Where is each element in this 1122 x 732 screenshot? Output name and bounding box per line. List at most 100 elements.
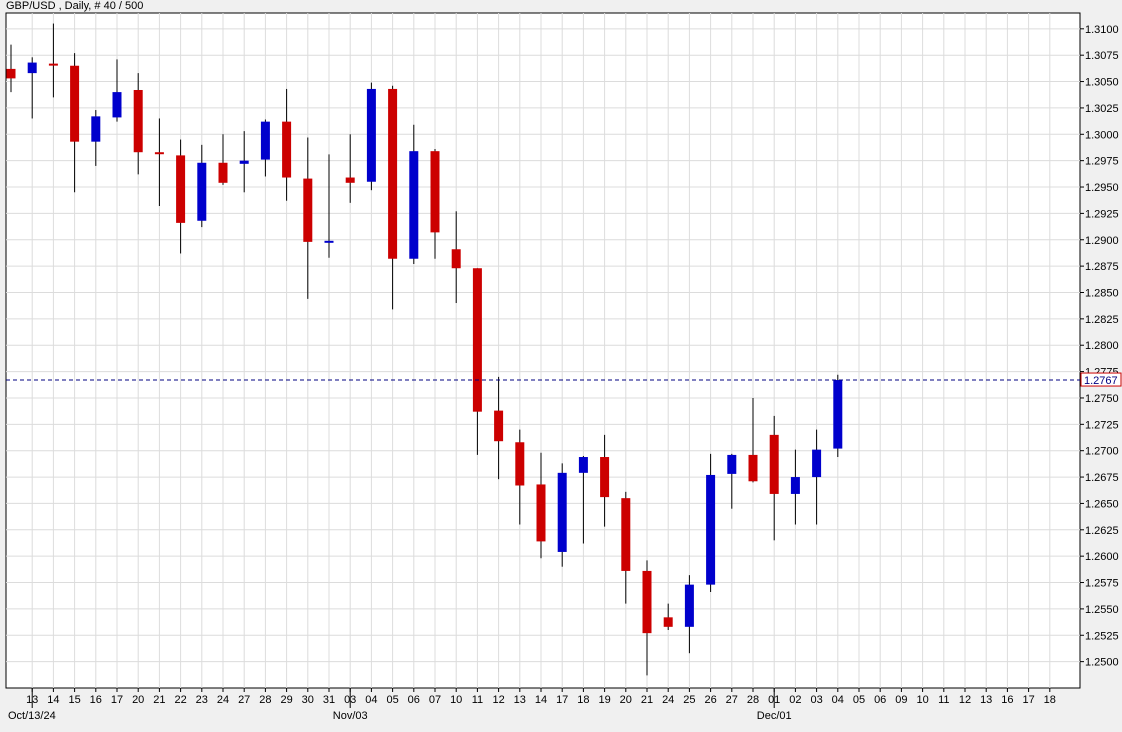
candle-bullish [324, 154, 334, 258]
x-tick-label: 23 [196, 694, 208, 706]
candle-bearish [494, 376, 504, 480]
candle-body [557, 472, 567, 552]
month-label: Nov/03 [333, 710, 368, 722]
candle-bullish [197, 144, 207, 228]
y-tick-label: 1.3050 [1085, 77, 1119, 89]
candle-bullish [578, 455, 588, 544]
y-tick-label: 1.2900 [1085, 235, 1119, 247]
candle-body [727, 454, 737, 474]
candle-body [260, 121, 270, 160]
x-tick-label: 18 [1044, 694, 1056, 706]
candle-body [578, 457, 588, 473]
candle-bullish [790, 449, 800, 525]
y-tick-label: 1.2975 [1085, 156, 1119, 168]
candle-bullish [112, 59, 122, 122]
candle-body [239, 160, 249, 164]
candle-bearish [769, 415, 779, 541]
candle-body [494, 410, 504, 442]
candle-body [218, 162, 228, 183]
candle-bearish [621, 491, 631, 604]
x-tick-label: 04 [365, 694, 377, 706]
candle-body [112, 92, 122, 118]
x-tick-label: 21 [153, 694, 165, 706]
x-tick-label: 20 [132, 694, 144, 706]
y-tick-label: 1.2600 [1085, 551, 1119, 563]
y-tick-label: 1.2550 [1085, 604, 1119, 616]
y-tick-label: 1.2700 [1085, 446, 1119, 458]
candle-body [600, 457, 610, 498]
candle-bearish [472, 268, 482, 455]
candle-bullish [706, 453, 716, 593]
x-tick-label: 17 [1022, 694, 1034, 706]
x-tick-label: 13 [980, 694, 992, 706]
y-tick-label: 1.2675 [1085, 472, 1119, 484]
x-tick-label: 15 [68, 694, 80, 706]
x-tick-label: 21 [641, 694, 653, 706]
candle-body [621, 498, 631, 571]
x-tick-label: 12 [492, 694, 504, 706]
y-tick-label: 1.2750 [1085, 393, 1119, 405]
candle-body [154, 152, 164, 155]
x-tick-label: 30 [302, 694, 314, 706]
candle-bullish [557, 463, 567, 567]
candle-body [282, 121, 292, 178]
month-label: Dec/01 [757, 710, 792, 722]
candle-body [303, 178, 313, 242]
y-tick-label: 1.2850 [1085, 287, 1119, 299]
y-tick-label: 1.2925 [1085, 208, 1119, 220]
candle-bearish [48, 23, 58, 98]
candle-bullish [27, 57, 37, 119]
x-tick-label: 27 [726, 694, 738, 706]
current-price-label: 1.2767 [1084, 375, 1118, 387]
x-tick-label: 16 [90, 694, 102, 706]
candle-bullish [260, 119, 270, 177]
candle-bullish [366, 82, 376, 191]
x-tick-label: 28 [747, 694, 759, 706]
candle-body [176, 155, 186, 223]
x-tick-label: 09 [895, 694, 907, 706]
x-tick-label: 17 [111, 694, 123, 706]
grid-lines [6, 13, 1080, 688]
candle-body [133, 89, 143, 153]
candle-body [706, 474, 716, 585]
candle-bearish [748, 397, 758, 483]
y-tick-label: 1.2525 [1085, 630, 1119, 642]
candle-body [833, 380, 843, 449]
price-axis: 1.2500 1.2525 1.2550 1.2575 1.2600 1.2625 1.26… [1080, 24, 1119, 669]
candle-bearish [133, 73, 143, 175]
candle-body [684, 584, 694, 627]
candle-bearish [176, 139, 186, 254]
x-tick-label: 22 [174, 694, 186, 706]
x-tick-label: 03 [810, 694, 822, 706]
y-tick-label: 1.2875 [1085, 261, 1119, 273]
candles-layer [6, 23, 843, 676]
x-tick-label: 18 [577, 694, 589, 706]
x-tick-label: 10 [916, 694, 928, 706]
x-tick-label: 27 [238, 694, 250, 706]
x-tick-label: 06 [874, 694, 886, 706]
x-tick-label: 07 [429, 694, 441, 706]
x-tick-label: 24 [217, 694, 229, 706]
x-tick-label: 14 [535, 694, 547, 706]
y-tick-label: 1.2500 [1085, 657, 1119, 669]
x-tick-label: 24 [662, 694, 674, 706]
candle-body [748, 454, 758, 482]
month-label: Oct/13/24 [8, 710, 56, 722]
candle-bullish [409, 124, 419, 265]
candle-bearish [663, 603, 673, 630]
candle-body [451, 249, 461, 269]
candle-body [366, 88, 376, 182]
candle-bearish [6, 44, 16, 93]
candle-bearish [218, 134, 228, 185]
x-tick-label: 20 [620, 694, 632, 706]
candle-bullish [727, 453, 737, 509]
y-tick-label: 1.3100 [1085, 24, 1119, 36]
y-tick-label: 1.2825 [1085, 314, 1119, 326]
candle-bearish [282, 88, 292, 201]
y-tick-label: 1.3025 [1085, 103, 1119, 115]
x-tick-label: 05 [386, 694, 398, 706]
candle-body [6, 68, 16, 79]
candle-bearish [154, 118, 164, 207]
